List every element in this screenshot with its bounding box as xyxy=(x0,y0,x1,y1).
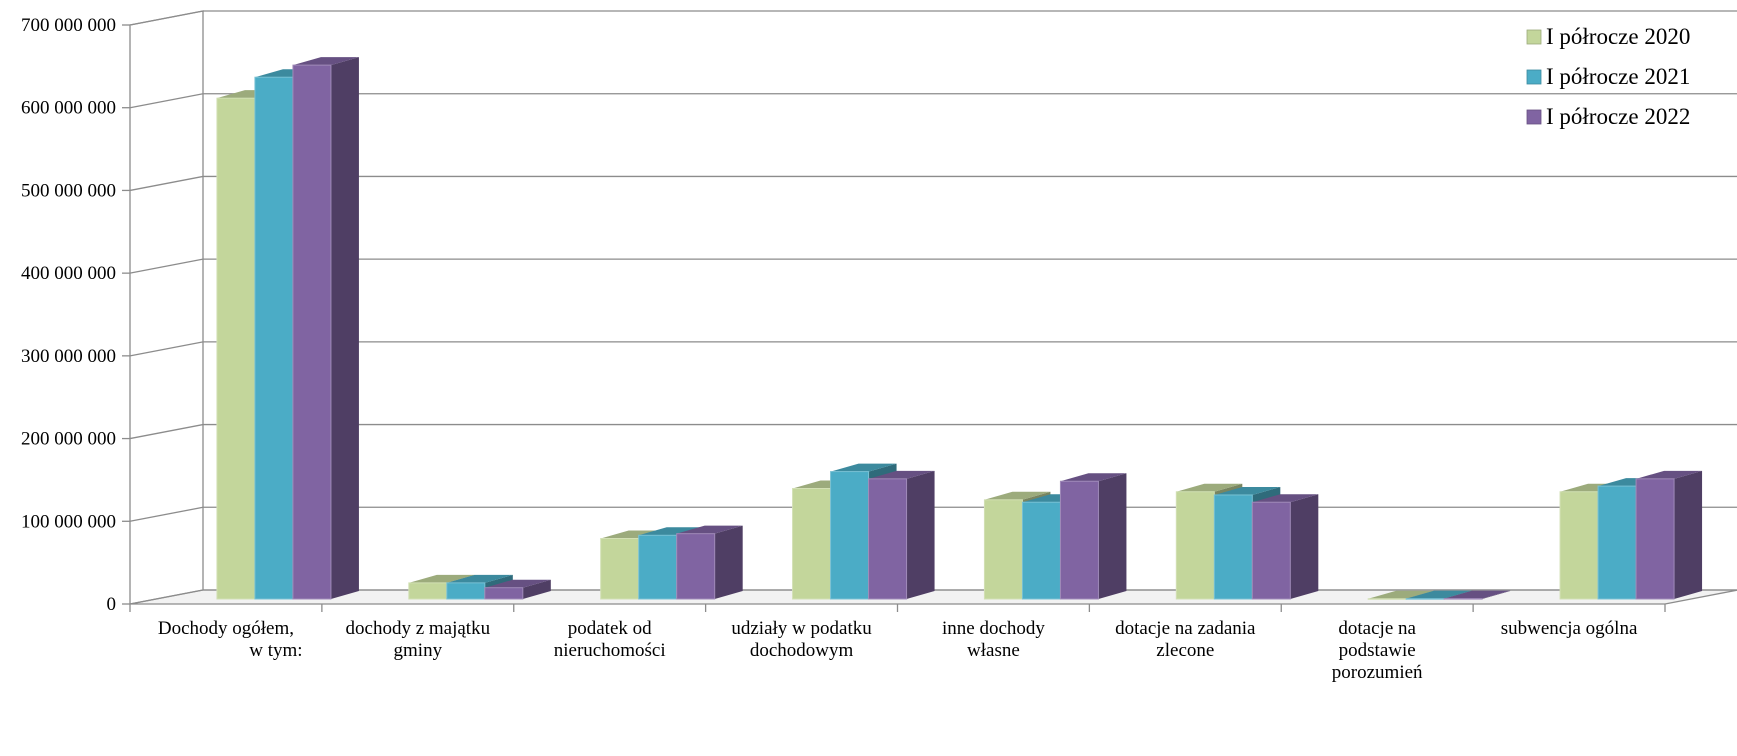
x-category-label: podatek od nieruchomości xyxy=(554,618,666,661)
bar-side xyxy=(715,526,743,599)
y-tick-label: 400 000 000 xyxy=(21,263,116,284)
bar-front xyxy=(1598,486,1636,599)
y-axis: 0 100 000 000 200 000 000 300 000 000 400 00… xyxy=(21,15,130,615)
y-tick-label: 200 000 000 xyxy=(21,429,116,450)
gridline xyxy=(130,425,1737,439)
y-tick-label: 300 000 000 xyxy=(21,346,116,367)
bar-front xyxy=(677,534,715,599)
bar-side xyxy=(1674,471,1702,599)
bar-side xyxy=(1290,494,1318,599)
bar-front xyxy=(601,539,639,599)
bar xyxy=(1636,471,1702,599)
bar-front xyxy=(1252,502,1290,599)
bar-front xyxy=(447,583,485,599)
bar xyxy=(1060,473,1126,599)
legend-item: I półrocze 2022 xyxy=(1527,104,1690,129)
gridline xyxy=(130,342,1737,356)
y-tick-label: 600 000 000 xyxy=(21,98,116,119)
legend-swatch xyxy=(1527,30,1541,44)
legend-swatch xyxy=(1527,110,1541,124)
x-category-label: subwencja ogólna xyxy=(1501,618,1638,639)
bar xyxy=(293,57,359,599)
bar-front xyxy=(1060,481,1098,599)
y-tick-label: 500 000 000 xyxy=(21,180,116,201)
bar-front xyxy=(1636,479,1674,599)
legend-item: I półrocze 2021 xyxy=(1527,64,1690,89)
bar-side xyxy=(907,471,935,599)
x-category-label: inne dochody własne xyxy=(942,618,1045,661)
bar-front xyxy=(1560,492,1598,599)
bar xyxy=(1252,494,1318,599)
bar-front xyxy=(1406,599,1444,600)
y-tick-label: 100 000 000 xyxy=(21,511,116,532)
bar-front xyxy=(869,479,907,599)
bar-side xyxy=(1098,473,1126,599)
gridline xyxy=(130,259,1737,273)
bar-front xyxy=(217,98,255,599)
y-tick-label: 700 000 000 xyxy=(21,15,116,36)
bar-front xyxy=(639,535,677,599)
bars xyxy=(217,57,1702,599)
x-category-label: dotacje na podstawie porozumień xyxy=(1332,618,1423,683)
bar-front xyxy=(485,588,523,599)
bar-front xyxy=(409,583,447,599)
x-category-label: Dochody ogółem, w tym: xyxy=(158,618,303,661)
legend-label: I półrocze 2020 xyxy=(1546,24,1690,49)
bar-front xyxy=(1176,492,1214,599)
legend-label: I półrocze 2021 xyxy=(1546,64,1690,89)
x-category-label: udziały w podatku dochodowym xyxy=(731,618,872,661)
gridline xyxy=(130,176,1737,190)
x-category-label: dochody z majątku gminy xyxy=(346,618,491,661)
bar xyxy=(677,526,743,599)
bar-front xyxy=(1214,495,1252,599)
legend-swatch xyxy=(1527,70,1541,84)
bar-front xyxy=(293,65,331,599)
legend-label: I półrocze 2022 xyxy=(1546,104,1690,129)
x-axis: Dochody ogółem, w tym: dochody z majątku gm… xyxy=(130,604,1665,683)
bar-front xyxy=(1444,599,1482,600)
legend: I półrocze 2020 I półrocze 2021 I półrocze… xyxy=(1527,24,1690,129)
bar-front xyxy=(1368,599,1406,600)
side-wall xyxy=(130,11,203,604)
bar xyxy=(869,471,935,599)
x-category-label: dotacje na zadania zlecone xyxy=(1115,618,1256,661)
gridline xyxy=(130,11,1737,25)
bar-front xyxy=(255,77,293,599)
bar-front xyxy=(793,489,831,599)
bar-side xyxy=(331,57,359,599)
legend-item: I półrocze 2020 xyxy=(1527,24,1690,49)
bar-front xyxy=(984,500,1022,599)
bar-front xyxy=(1022,502,1060,599)
gridline xyxy=(130,94,1737,108)
y-tick-label: 0 xyxy=(107,594,117,615)
bar-front xyxy=(831,472,869,599)
